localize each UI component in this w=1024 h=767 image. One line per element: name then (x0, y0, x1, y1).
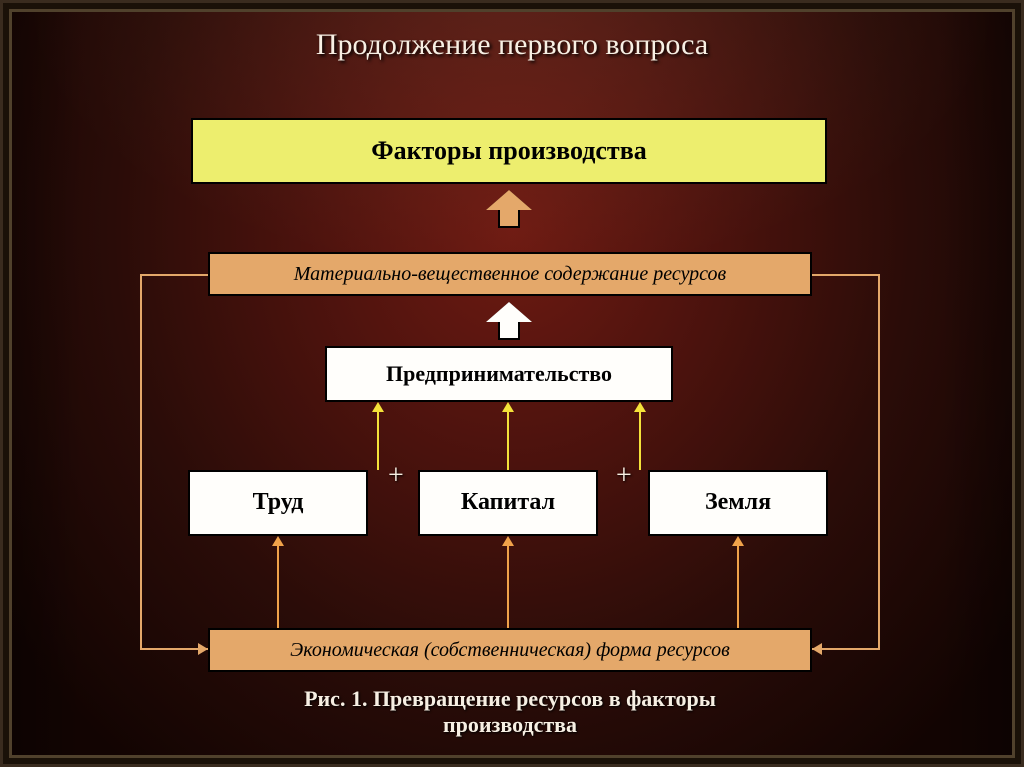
plus-labor-capital: + (388, 460, 404, 492)
figure-caption-line2: производства (443, 712, 577, 737)
figure-caption: Рис. 1. Превращение ресурсов в факторы п… (260, 686, 760, 738)
plus-capital-land: + (616, 460, 632, 492)
route-material-right (0, 0, 1024, 767)
figure-caption-line1: Рис. 1. Превращение ресурсов в факторы (304, 686, 716, 711)
diagram-stage: Продолжение первого вопроса Факторы прои… (0, 0, 1024, 767)
